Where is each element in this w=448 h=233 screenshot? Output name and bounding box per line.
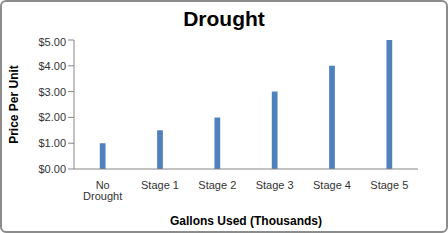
svg-text:$4.00: $4.00 xyxy=(38,60,66,72)
svg-text:$2.00: $2.00 xyxy=(38,111,66,123)
svg-text:Stage 3: Stage 3 xyxy=(256,179,294,191)
svg-text:Stage 5: Stage 5 xyxy=(370,179,408,191)
svg-text:Stage 1: Stage 1 xyxy=(141,179,179,191)
svg-text:NoDrought: NoDrought xyxy=(83,179,122,202)
svg-text:Stage 4: Stage 4 xyxy=(313,179,351,191)
svg-text:Price Per Unit: Price Per Unit xyxy=(8,65,21,144)
html-text:Drought: Drought xyxy=(183,7,265,30)
svg-text:$0.00: $0.00 xyxy=(38,163,66,175)
svg-text:$1.00: $1.00 xyxy=(38,137,66,149)
svg-text:Stage 2: Stage 2 xyxy=(198,179,236,191)
svg-text:Gallons Used (Thousands): Gallons Used (Thousands) xyxy=(170,214,322,228)
svg-text:$3.00: $3.00 xyxy=(38,86,66,98)
svg-text:$5.00: $5.00 xyxy=(38,36,66,48)
